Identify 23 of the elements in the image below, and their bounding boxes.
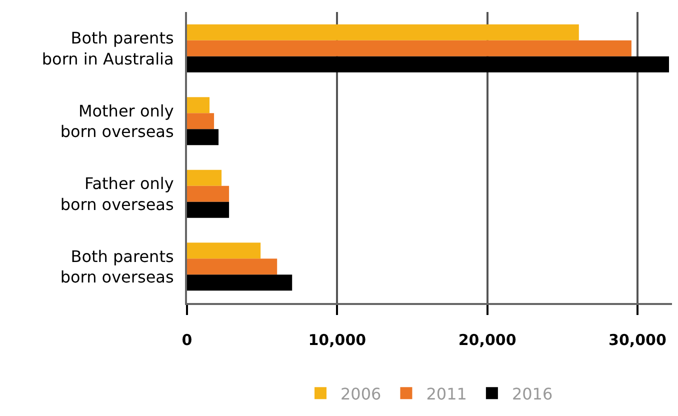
y-tick-label: Both parents born in Australia bbox=[42, 28, 174, 68]
legend-label: 2006 bbox=[340, 384, 382, 404]
bar bbox=[187, 24, 579, 40]
bar bbox=[187, 113, 214, 130]
x-tick-label: 30,000 bbox=[608, 331, 666, 349]
bar bbox=[187, 97, 210, 114]
x-tick-label: 10,000 bbox=[308, 331, 366, 349]
legend-label: 2016 bbox=[512, 384, 553, 404]
y-tick-label: Father only born overseas bbox=[60, 174, 174, 214]
legend-label: 2011 bbox=[426, 384, 467, 404]
y-tick-label: Mother only born overseas bbox=[60, 101, 174, 142]
bar bbox=[187, 258, 278, 275]
x-tick-label: 20,000 bbox=[458, 331, 516, 349]
bar bbox=[187, 170, 222, 186]
bar bbox=[187, 40, 632, 56]
bar bbox=[187, 186, 230, 202]
bar bbox=[187, 202, 230, 218]
y-tick-label: Both parents born overseas bbox=[60, 246, 174, 287]
bar bbox=[187, 129, 219, 146]
bar bbox=[187, 56, 669, 72]
bar bbox=[187, 242, 261, 259]
x-tick-label: 0 bbox=[182, 331, 192, 349]
bar bbox=[187, 274, 292, 291]
